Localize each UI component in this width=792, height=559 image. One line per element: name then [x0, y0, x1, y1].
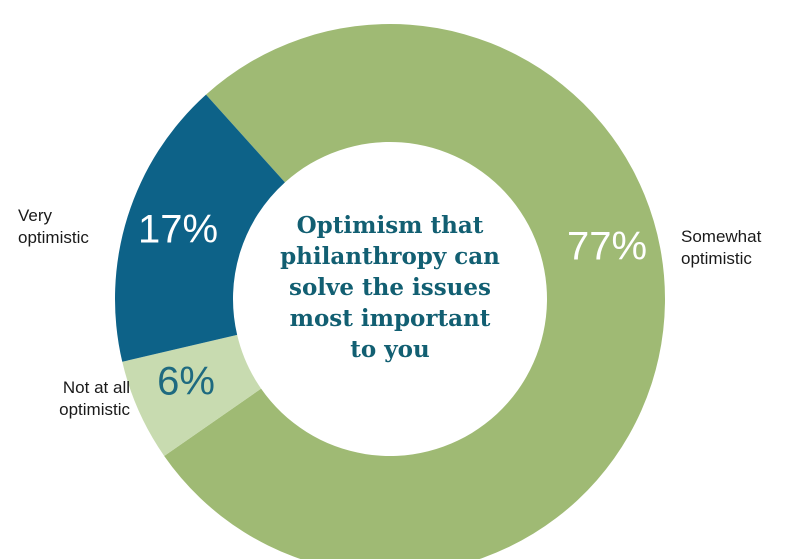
category-label-very-optimistic: Very optimistic — [18, 206, 89, 247]
slice-very-optimistic — [115, 94, 285, 362]
donut-slices — [115, 24, 665, 559]
slice-value-labels: 77% 6% 17% — [138, 208, 647, 404]
chart-title: Optimism that philanthropy can solve the i… — [280, 212, 500, 363]
slice-not-at-all-optimistic — [122, 334, 262, 456]
value-label-not-at-all-optimistic: 6% — [157, 360, 215, 404]
value-label-very-optimistic: 17% — [138, 208, 218, 252]
slice-somewhat-optimistic — [164, 24, 665, 559]
category-label-not-at-all-optimistic: Not at all optimistic — [59, 378, 130, 419]
chart-center-title: Optimism that philanthropy can solve the i… — [280, 212, 500, 363]
value-label-somewhat-optimistic: 77% — [567, 225, 647, 269]
slice-category-labels: Somewhat optimistic Not at all optimistic Ve… — [18, 206, 762, 419]
category-label-somewhat-optimistic: Somewhat optimistic — [681, 227, 762, 268]
